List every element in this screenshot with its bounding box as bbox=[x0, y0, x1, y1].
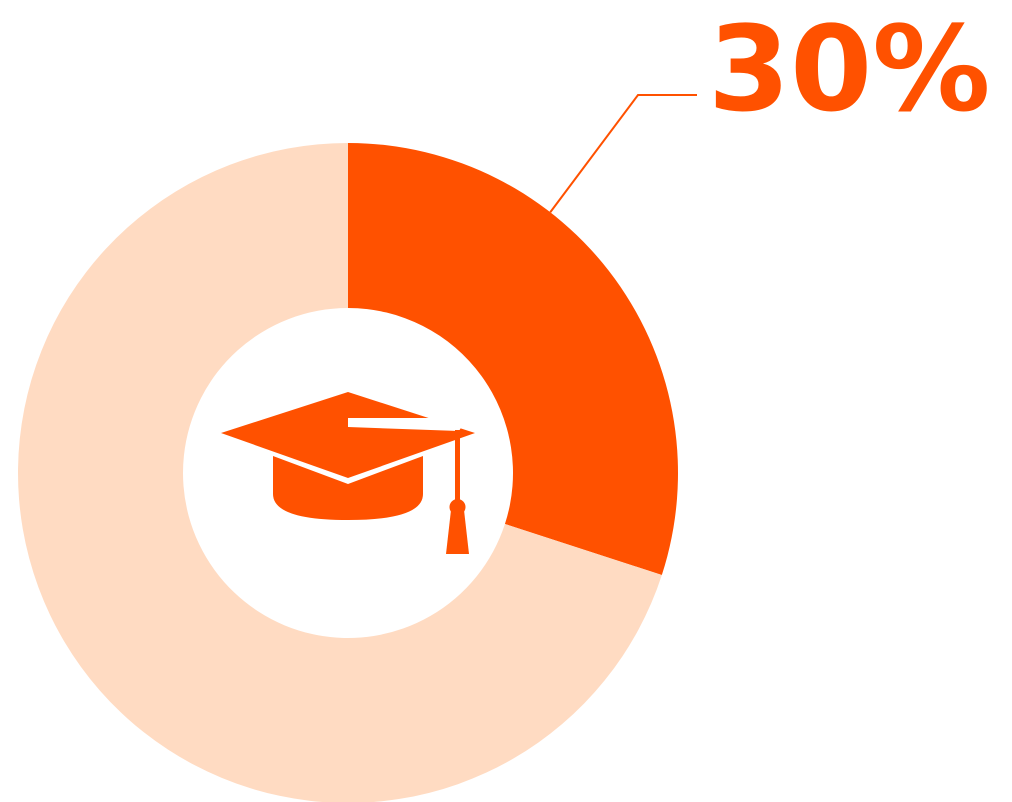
leader-line bbox=[549, 94, 697, 213]
pie-slice-1 bbox=[18, 143, 662, 802]
graduation-cap-icon bbox=[221, 392, 475, 554]
pie-slice-0 bbox=[348, 143, 678, 575]
slices-layer bbox=[18, 143, 678, 802]
data-label-percentage: 30% bbox=[708, 0, 990, 138]
